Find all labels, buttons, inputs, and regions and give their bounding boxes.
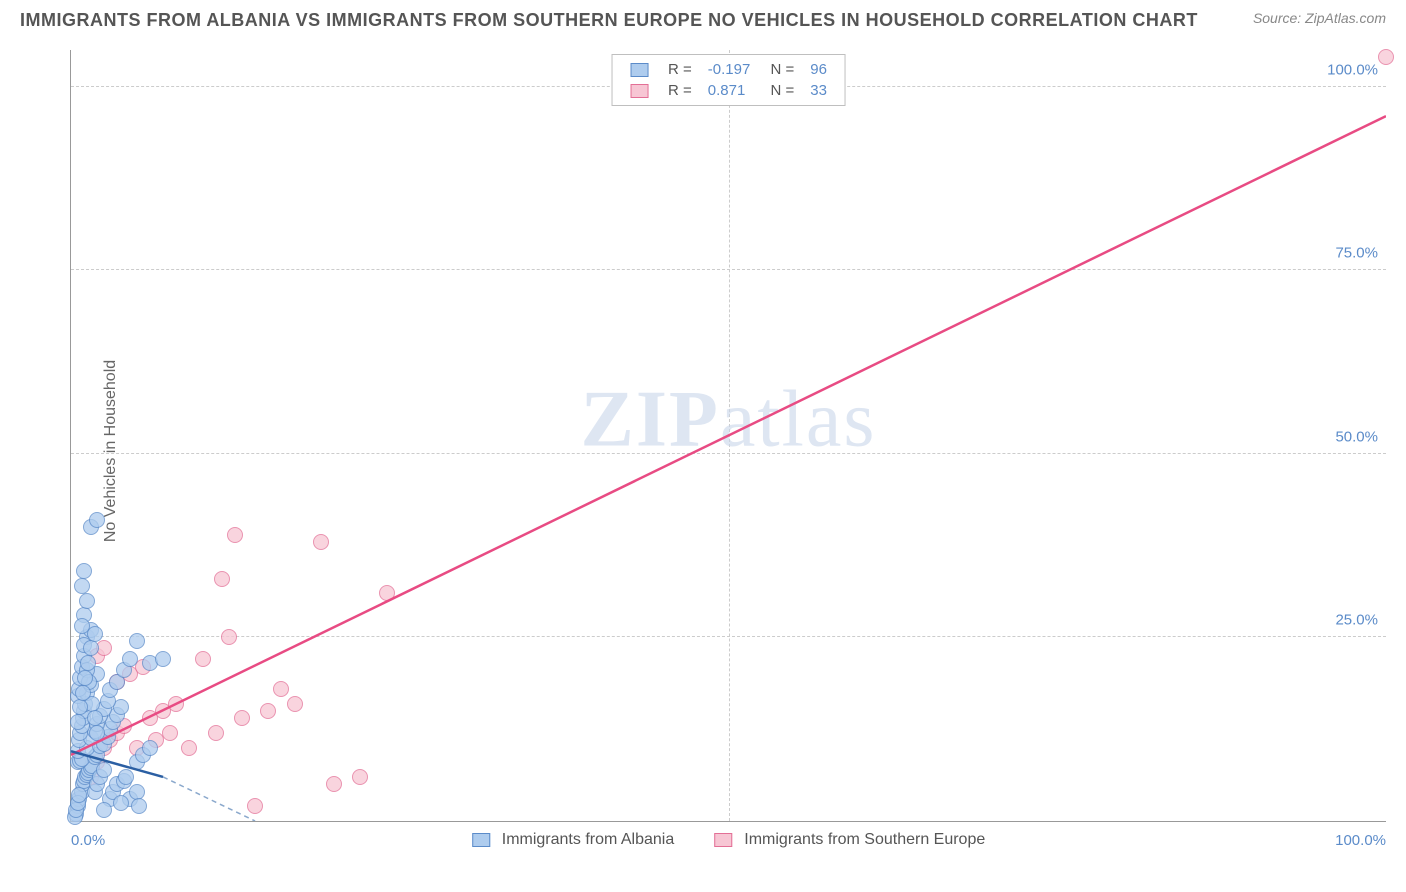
y-tick-label: 75.0% (1335, 245, 1378, 262)
n-value-series1: 96 (802, 59, 835, 80)
scatter-point (313, 534, 329, 550)
chart-title: IMMIGRANTS FROM ALBANIA VS IMMIGRANTS FR… (20, 10, 1198, 31)
scatter-point (79, 593, 95, 609)
scatter-point (326, 776, 342, 792)
source-label: Source: ZipAtlas.com (1253, 10, 1386, 26)
scatter-point (168, 696, 184, 712)
scatter-point (96, 762, 112, 778)
scatter-point (287, 696, 303, 712)
scatter-point (214, 571, 230, 587)
series2-name: Immigrants from Southern Europe (744, 831, 985, 849)
scatter-point (80, 655, 96, 671)
scatter-point (113, 795, 129, 811)
scatter-point (142, 740, 158, 756)
scatter-point (76, 563, 92, 579)
plot-region: ZIPatlas R = -0.197 N = 96 R = 0.871 N =… (70, 50, 1386, 822)
scatter-point (83, 640, 99, 656)
swatch-series2 (630, 84, 648, 98)
scatter-point (74, 578, 90, 594)
scatter-point (77, 670, 93, 686)
scatter-point (87, 626, 103, 642)
scatter-point (131, 798, 147, 814)
scatter-point (129, 633, 145, 649)
scatter-point (96, 802, 112, 818)
scatter-point (71, 787, 87, 803)
scatter-point (1378, 49, 1394, 65)
series1-name: Immigrants from Albania (502, 831, 675, 849)
legend-item-series2: Immigrants from Southern Europe (714, 831, 985, 849)
scatter-point (247, 798, 263, 814)
scatter-point (221, 629, 237, 645)
swatch-series2-bottom (714, 833, 732, 847)
scatter-point (162, 725, 178, 741)
scatter-point (260, 703, 276, 719)
swatch-series1-bottom (472, 833, 490, 847)
x-tick-label: 0.0% (71, 832, 105, 849)
r-value-series1: -0.197 (700, 59, 759, 80)
scatter-point (75, 685, 91, 701)
scatter-point (89, 512, 105, 528)
scatter-point (352, 769, 368, 785)
scatter-point (89, 725, 105, 741)
scatter-point (87, 710, 103, 726)
legend-row-series2: R = 0.871 N = 33 (622, 80, 835, 101)
scatter-point (273, 681, 289, 697)
scatter-point (234, 710, 250, 726)
scatter-point (181, 740, 197, 756)
scatter-point (379, 585, 395, 601)
scatter-point (122, 651, 138, 667)
swatch-series1 (630, 63, 648, 77)
legend-row-series1: R = -0.197 N = 96 (622, 59, 835, 80)
scatter-point (118, 769, 134, 785)
scatter-point (155, 651, 171, 667)
r-value-series2: 0.871 (700, 80, 759, 101)
n-value-series2: 33 (802, 80, 835, 101)
y-tick-label: 50.0% (1335, 428, 1378, 445)
scatter-point (72, 699, 88, 715)
gridline-vertical (729, 50, 730, 821)
scatter-point (70, 714, 86, 730)
x-tick-label: 100.0% (1335, 832, 1386, 849)
legend-item-series1: Immigrants from Albania (472, 831, 675, 849)
scatter-point (195, 651, 211, 667)
x-axis-legend: Immigrants from Albania Immigrants from … (472, 831, 986, 849)
y-tick-label: 100.0% (1327, 61, 1378, 78)
scatter-point (227, 527, 243, 543)
scatter-point (129, 784, 145, 800)
y-tick-label: 25.0% (1335, 612, 1378, 629)
scatter-point (208, 725, 224, 741)
correlation-legend: R = -0.197 N = 96 R = 0.871 N = 33 (611, 54, 846, 106)
chart-area: No Vehicles in Household ZIPatlas R = -0… (60, 50, 1386, 852)
